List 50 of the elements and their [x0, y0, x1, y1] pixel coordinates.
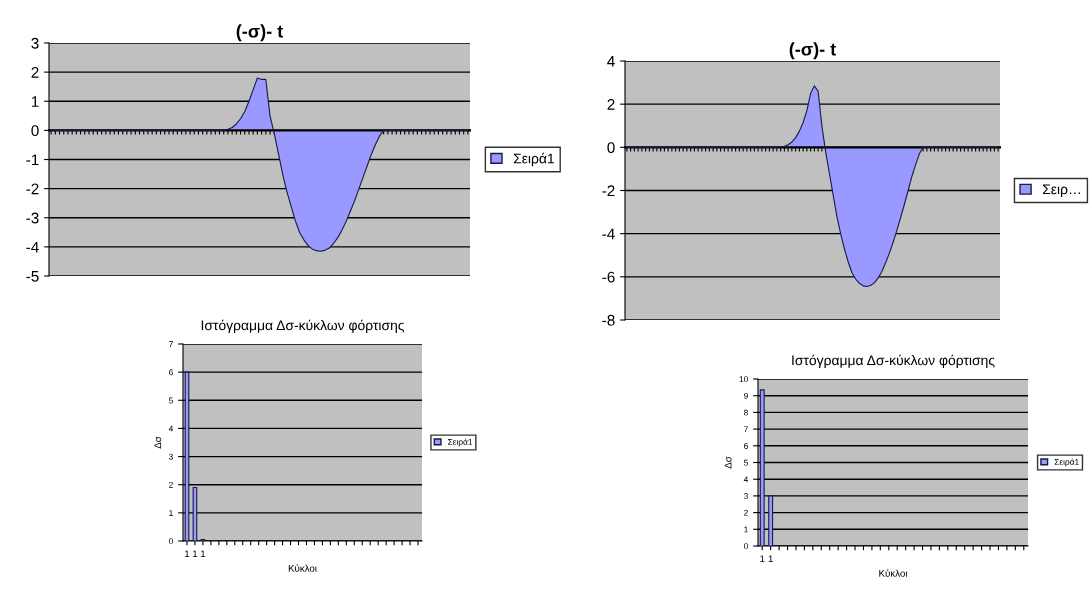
y-tick-label: 6: [744, 443, 748, 449]
y-tick-label: 0: [607, 142, 615, 154]
y-tick-label: 4: [607, 56, 615, 67]
y-tick-label: 0: [168, 538, 173, 545]
y-tick-label: 5: [743, 459, 748, 466]
y-tick-label: -2: [26, 183, 39, 195]
chart-title: Ιστόγραμμα Δσ-κύκλων φόρτισης: [201, 319, 405, 333]
y-tick-label: -5: [26, 271, 39, 282]
y-axis-title: Δσ: [724, 456, 732, 469]
x-axis-title: Κύκλοι: [879, 569, 908, 577]
y-tick-label: -2: [602, 185, 615, 197]
x-tick-label: 1: [200, 550, 206, 558]
x-axis-title: Κύκλοι: [288, 564, 317, 572]
y-tick-label: 7: [744, 426, 748, 433]
chart-title: (-σ)- t: [789, 42, 836, 60]
y-tick-label: -1: [26, 154, 39, 166]
y-tick-label: 2: [744, 509, 748, 516]
y-tick-label: -4: [602, 228, 615, 240]
y-tick-label: 6: [169, 369, 173, 376]
y-tick-label: 0: [31, 125, 39, 137]
legend-label: Σειρ…: [1042, 184, 1080, 197]
y-tick-label: 2: [169, 481, 173, 488]
y-tick-label: 10: [739, 376, 748, 383]
y-tick-label: 2: [607, 99, 615, 110]
chart-title: (-σ)- t: [236, 24, 283, 42]
x-tick-label: 1: [192, 550, 198, 558]
y-tick-label: -6: [602, 271, 615, 283]
y-tick-label: -4: [26, 241, 39, 253]
y-tick-label: 1: [744, 526, 748, 533]
y-tick-label: -8: [602, 314, 615, 326]
y-tick-label: 7: [169, 341, 173, 348]
chart-title: Ιστόγραμμα Δσ-κύκλων φόρτισης: [792, 354, 995, 368]
x-tick-label: 1: [185, 550, 190, 558]
legend-label: Σειρά1: [1054, 458, 1079, 467]
y-axis-title: Δσ: [154, 436, 162, 449]
y-tick-label: 1: [31, 96, 39, 107]
y-tick-label: 8: [744, 409, 748, 416]
y-tick-label: 3: [31, 37, 39, 49]
y-tick-label: -3: [26, 212, 39, 224]
y-tick-label: 2: [31, 66, 39, 78]
y-tick-label: 4: [743, 476, 749, 483]
y-tick-label: 5: [168, 397, 173, 404]
y-tick-label: 1: [169, 510, 173, 516]
y-tick-label: 4: [168, 425, 174, 432]
legend-label: Σειρά1: [448, 438, 473, 447]
y-tick-label: 9: [744, 392, 748, 399]
legend-label: Σειρά1: [513, 152, 554, 167]
y-tick-label: 3: [743, 493, 748, 499]
y-tick-label: 0: [743, 543, 748, 550]
y-tick-label: 3: [168, 453, 173, 460]
